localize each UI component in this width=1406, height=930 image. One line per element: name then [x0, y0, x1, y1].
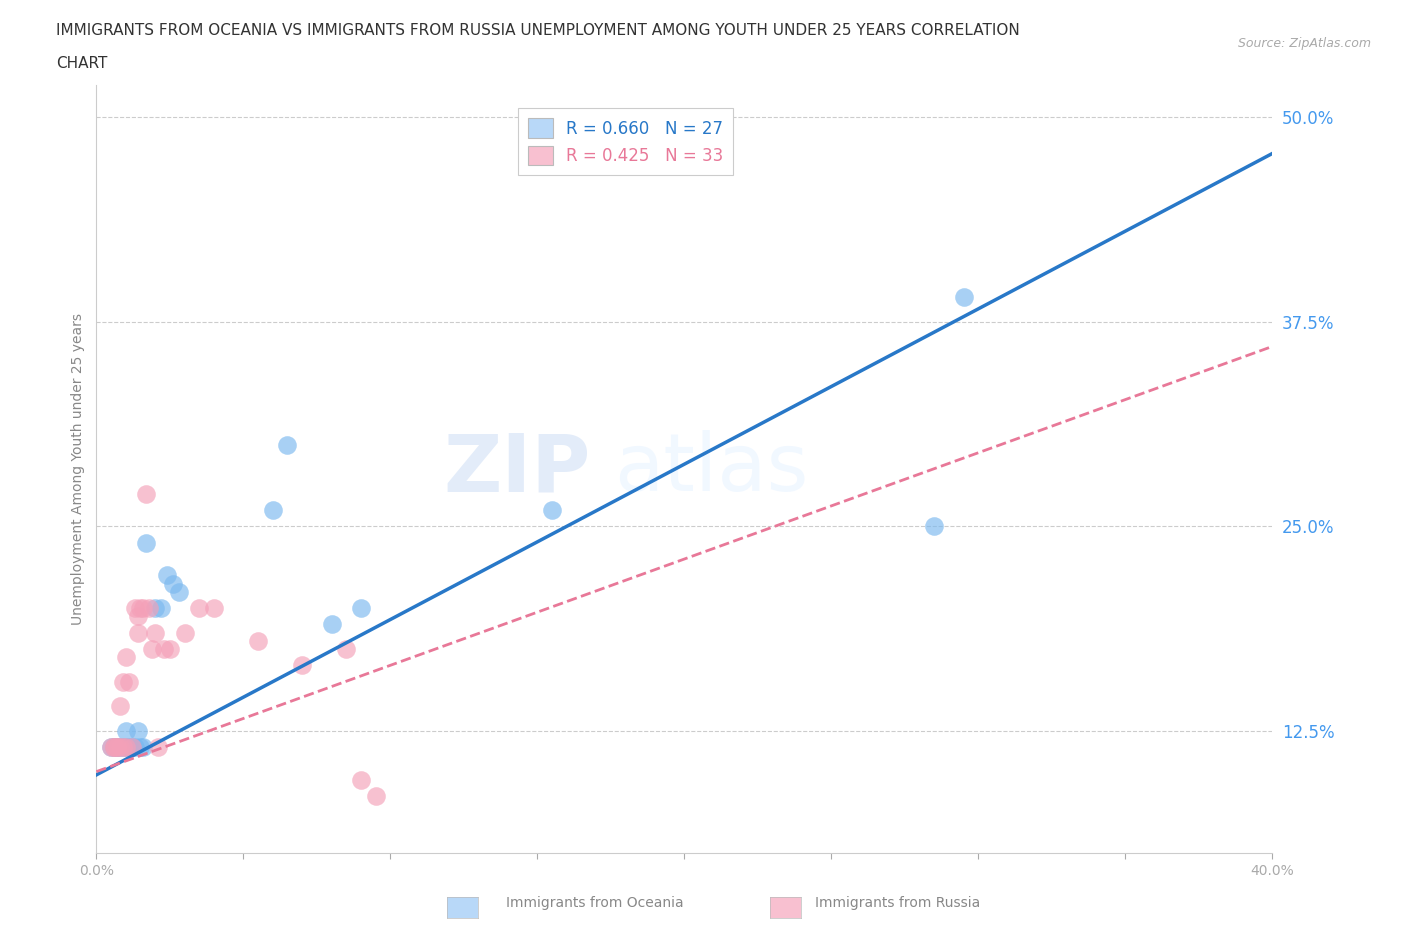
Point [291, 658, 314, 672]
Point [202, 601, 225, 616]
Point [247, 633, 270, 648]
Legend: R = 0.660   N = 27, R = 0.425   N = 33: R = 0.660 N = 27, R = 0.425 N = 33 [517, 109, 734, 175]
Point [129, 601, 152, 616]
Point [121, 739, 143, 754]
Point [108, 698, 131, 713]
Point [138, 601, 160, 616]
Point [127, 609, 149, 624]
Point [127, 625, 149, 640]
Point [105, 739, 128, 754]
Point [111, 739, 134, 754]
Text: ZIP: ZIP [443, 430, 591, 508]
Text: atlas: atlas [614, 430, 808, 508]
Point [156, 568, 179, 583]
Point [108, 739, 131, 754]
Point [129, 739, 152, 754]
Point [114, 739, 136, 754]
Point [111, 739, 134, 754]
Point [132, 739, 155, 754]
Point [103, 739, 125, 754]
Point [103, 739, 125, 754]
Point [114, 724, 136, 738]
Point [105, 739, 128, 754]
Point [135, 486, 157, 501]
Point [111, 674, 134, 689]
Point [124, 601, 146, 616]
Point [124, 739, 146, 754]
Point [952, 290, 974, 305]
Point [350, 772, 373, 787]
Point [141, 642, 163, 657]
Point [121, 739, 143, 754]
Point [118, 739, 141, 754]
Point [150, 601, 173, 616]
Point [276, 437, 298, 452]
Point [173, 625, 195, 640]
Point [350, 601, 373, 616]
Text: CHART: CHART [56, 56, 108, 71]
Point [100, 739, 122, 754]
Point [167, 584, 190, 599]
Text: Immigrants from Oceania: Immigrants from Oceania [506, 896, 683, 910]
Point [103, 739, 125, 754]
Point [132, 601, 155, 616]
Text: IMMIGRANTS FROM OCEANIA VS IMMIGRANTS FROM RUSSIA UNEMPLOYMENT AMONG YOUTH UNDER: IMMIGRANTS FROM OCEANIA VS IMMIGRANTS FR… [56, 23, 1019, 38]
Point [364, 789, 387, 804]
Point [162, 576, 184, 591]
Point [188, 601, 211, 616]
Text: Immigrants from Russia: Immigrants from Russia [815, 896, 981, 910]
Point [146, 739, 169, 754]
Point [153, 642, 176, 657]
Point [262, 502, 284, 517]
Point [335, 642, 357, 657]
Point [127, 724, 149, 738]
Point [114, 650, 136, 665]
Point [321, 617, 343, 631]
Y-axis label: Unemployment Among Youth under 25 years: Unemployment Among Youth under 25 years [72, 313, 86, 625]
Point [143, 601, 166, 616]
Point [114, 739, 136, 754]
Point [100, 739, 122, 754]
Point [143, 625, 166, 640]
Point [924, 519, 946, 534]
Point [135, 536, 157, 551]
Point [541, 502, 564, 517]
Text: Source: ZipAtlas.com: Source: ZipAtlas.com [1237, 37, 1371, 50]
Point [118, 674, 141, 689]
Point [108, 739, 131, 754]
Point [105, 739, 128, 754]
Point [105, 739, 128, 754]
Point [159, 642, 181, 657]
